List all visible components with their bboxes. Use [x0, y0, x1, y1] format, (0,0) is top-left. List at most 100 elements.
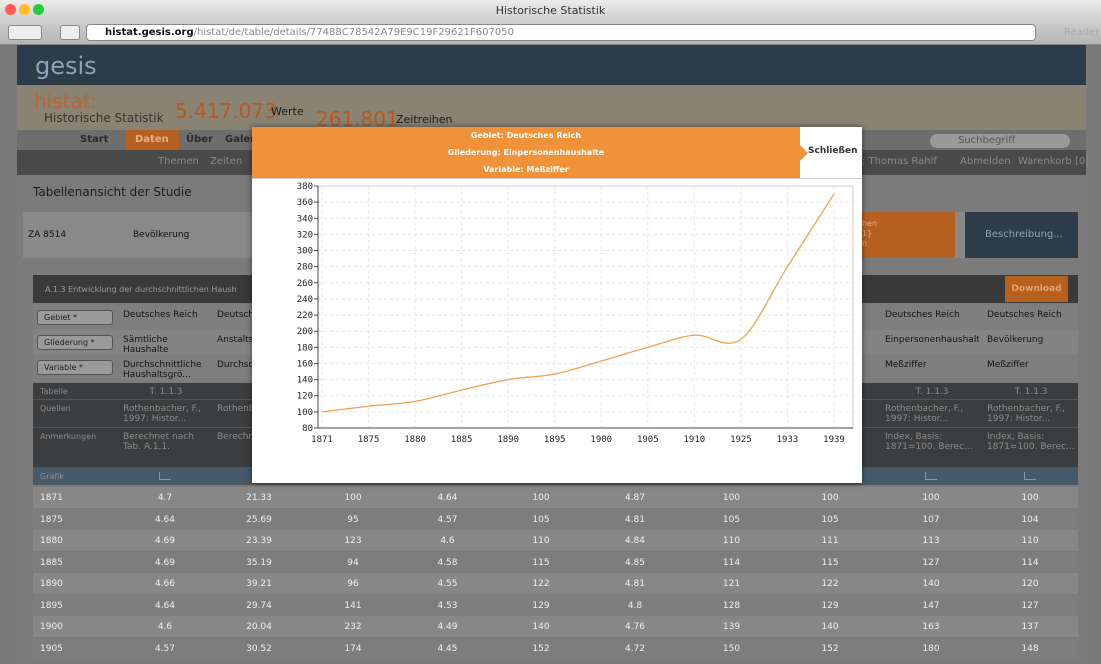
x-tick-label: 1890 [497, 435, 519, 445]
x-tick-label: 1910 [684, 435, 706, 445]
data-cell: 120 [1021, 579, 1039, 589]
nav-item[interactable]: Über [186, 134, 213, 145]
title-bar [0, 0, 1101, 20]
data-cell: 100 [722, 493, 741, 503]
study-tab-text: hen [862, 219, 878, 228]
values-count: 5.417.073 [175, 99, 277, 123]
cart[interactable]: Warenkorb [0] [1018, 156, 1090, 167]
chart-icon[interactable] [925, 472, 937, 480]
search-box[interactable]: Suchbegriff [930, 134, 1070, 148]
meta-label: Tabelle [40, 387, 68, 396]
close-arrow [800, 145, 808, 161]
logout[interactable]: Abmelden [960, 156, 1011, 167]
window-button[interactable] [19, 4, 30, 15]
chart: 80 100 120 140 160 180 200 220 240 260 280 300 320 34… [297, 182, 854, 445]
data-line [321, 193, 835, 413]
chart-icon[interactable] [1024, 472, 1036, 480]
data-cell: 1875 [40, 514, 63, 525]
filter-cell: Deutsches Reich [885, 310, 960, 320]
y-tick-label: 80 [302, 424, 313, 434]
y-tick-label: 220 [297, 311, 313, 321]
data-cell: 100 [532, 493, 550, 503]
meta-label: Anmerkungen [40, 432, 97, 441]
filter-cell: Sämtliche Haushalte [123, 335, 169, 355]
download-button[interactable]: Download [1005, 276, 1068, 302]
close-button[interactable]: Schließen [808, 146, 858, 156]
data-cell: 4.64 [437, 493, 458, 503]
data-cell: 148 [1021, 643, 1039, 654]
data-cell: 115 [821, 557, 839, 568]
filter-cell: Deutsch [217, 310, 255, 320]
data-row [33, 573, 1078, 594]
study-tab-text: n [862, 239, 868, 248]
study-heading: Tabellenansicht der Studie [33, 185, 192, 199]
data-cell: 1871 [40, 493, 63, 503]
data-cell: 129 [532, 600, 550, 611]
data-cell: 4.69 [154, 557, 176, 568]
y-tick-label: 100 [297, 408, 313, 418]
share-button[interactable] [60, 25, 80, 40]
back-forward[interactable] [8, 25, 42, 40]
data-cell: 105 [722, 514, 741, 525]
data-cell: 4.87 [624, 493, 646, 503]
data-cell: 1900 [40, 622, 63, 632]
y-tick-label: 260 [297, 279, 313, 289]
filter-select[interactable]: Variable * [37, 360, 113, 375]
chart-icon[interactable] [159, 472, 171, 480]
data-cell: 110 [1021, 536, 1039, 546]
y-tick-label: 300 [297, 247, 313, 257]
nav-item[interactable]: Start [80, 134, 109, 145]
data-cell: 100 [344, 493, 362, 503]
window-button[interactable] [33, 4, 44, 15]
data-row [33, 487, 1078, 508]
data-cell: 139 [722, 622, 741, 632]
data-row [33, 530, 1078, 551]
filter-cell: Einpersonenhaushalte [885, 335, 979, 345]
filter-select[interactable]: Gebiet * [37, 310, 113, 325]
data-cell: 4.57 [437, 514, 458, 525]
y-tick-label: 380 [297, 182, 313, 192]
user-name: : Thomas Rahlf [862, 156, 937, 167]
data-cell: 4.66 [154, 579, 176, 589]
data-cell: 94 [347, 557, 359, 568]
filter-cell: Durchschnittliche Haushaltsgrö... [123, 360, 202, 380]
brand: histat: [34, 89, 98, 113]
filter-select[interactable]: Gliederung * [37, 335, 113, 350]
y-tick-label: 120 [297, 392, 313, 402]
data-cell: 4.6 [440, 536, 455, 546]
data-cell: 114 [722, 557, 741, 568]
reader-button[interactable]: Reader [1064, 27, 1100, 38]
data-cell: 39.21 [246, 579, 272, 589]
y-tick-label: 360 [297, 198, 313, 208]
sub-nav-item[interactable]: Zeiten [210, 156, 243, 167]
meta-cell: Rothenbacher, F., 1997: Histor... [987, 404, 1066, 424]
describe-tab[interactable]: Beschreibung... [965, 212, 1078, 258]
x-tick-label: 1875 [358, 435, 380, 445]
data-cell: 174 [344, 643, 362, 654]
data-cell: 95 [347, 514, 359, 525]
url-field[interactable]: histat.gesis.org/histat/de/table/details… [86, 24, 1036, 41]
meta-cell: Rothenbacher, F., 1997: Histor... [885, 404, 964, 424]
nav-item[interactable]: Galerie [225, 134, 266, 145]
study-topic: Bevölkerung [133, 230, 190, 240]
x-tick-label: 1885 [451, 435, 473, 445]
data-cell: 4.84 [624, 536, 646, 546]
meta-label: Grafik [40, 472, 65, 481]
data-cell: 123 [344, 536, 362, 546]
data-cell: 127 [922, 557, 940, 568]
data-cell: 1905 [40, 643, 63, 654]
data-cell: 1880 [40, 536, 63, 546]
modal-header [252, 127, 800, 178]
sub-nav-item[interactable]: Themen [158, 156, 199, 167]
window-button[interactable] [5, 4, 16, 15]
data-cell: 4.85 [624, 557, 646, 568]
data-cell: 1885 [40, 557, 63, 568]
data-cell: 129 [821, 600, 839, 611]
url-host: histat.gesis.org [105, 27, 194, 38]
data-row [33, 508, 1078, 530]
nav-item[interactable]: Daten [125, 130, 179, 150]
y-tick-label: 140 [297, 376, 313, 386]
data-cell: 4.7 [157, 493, 173, 503]
data-cell: 4.76 [624, 622, 646, 632]
y-tick-label: 160 [297, 359, 313, 369]
